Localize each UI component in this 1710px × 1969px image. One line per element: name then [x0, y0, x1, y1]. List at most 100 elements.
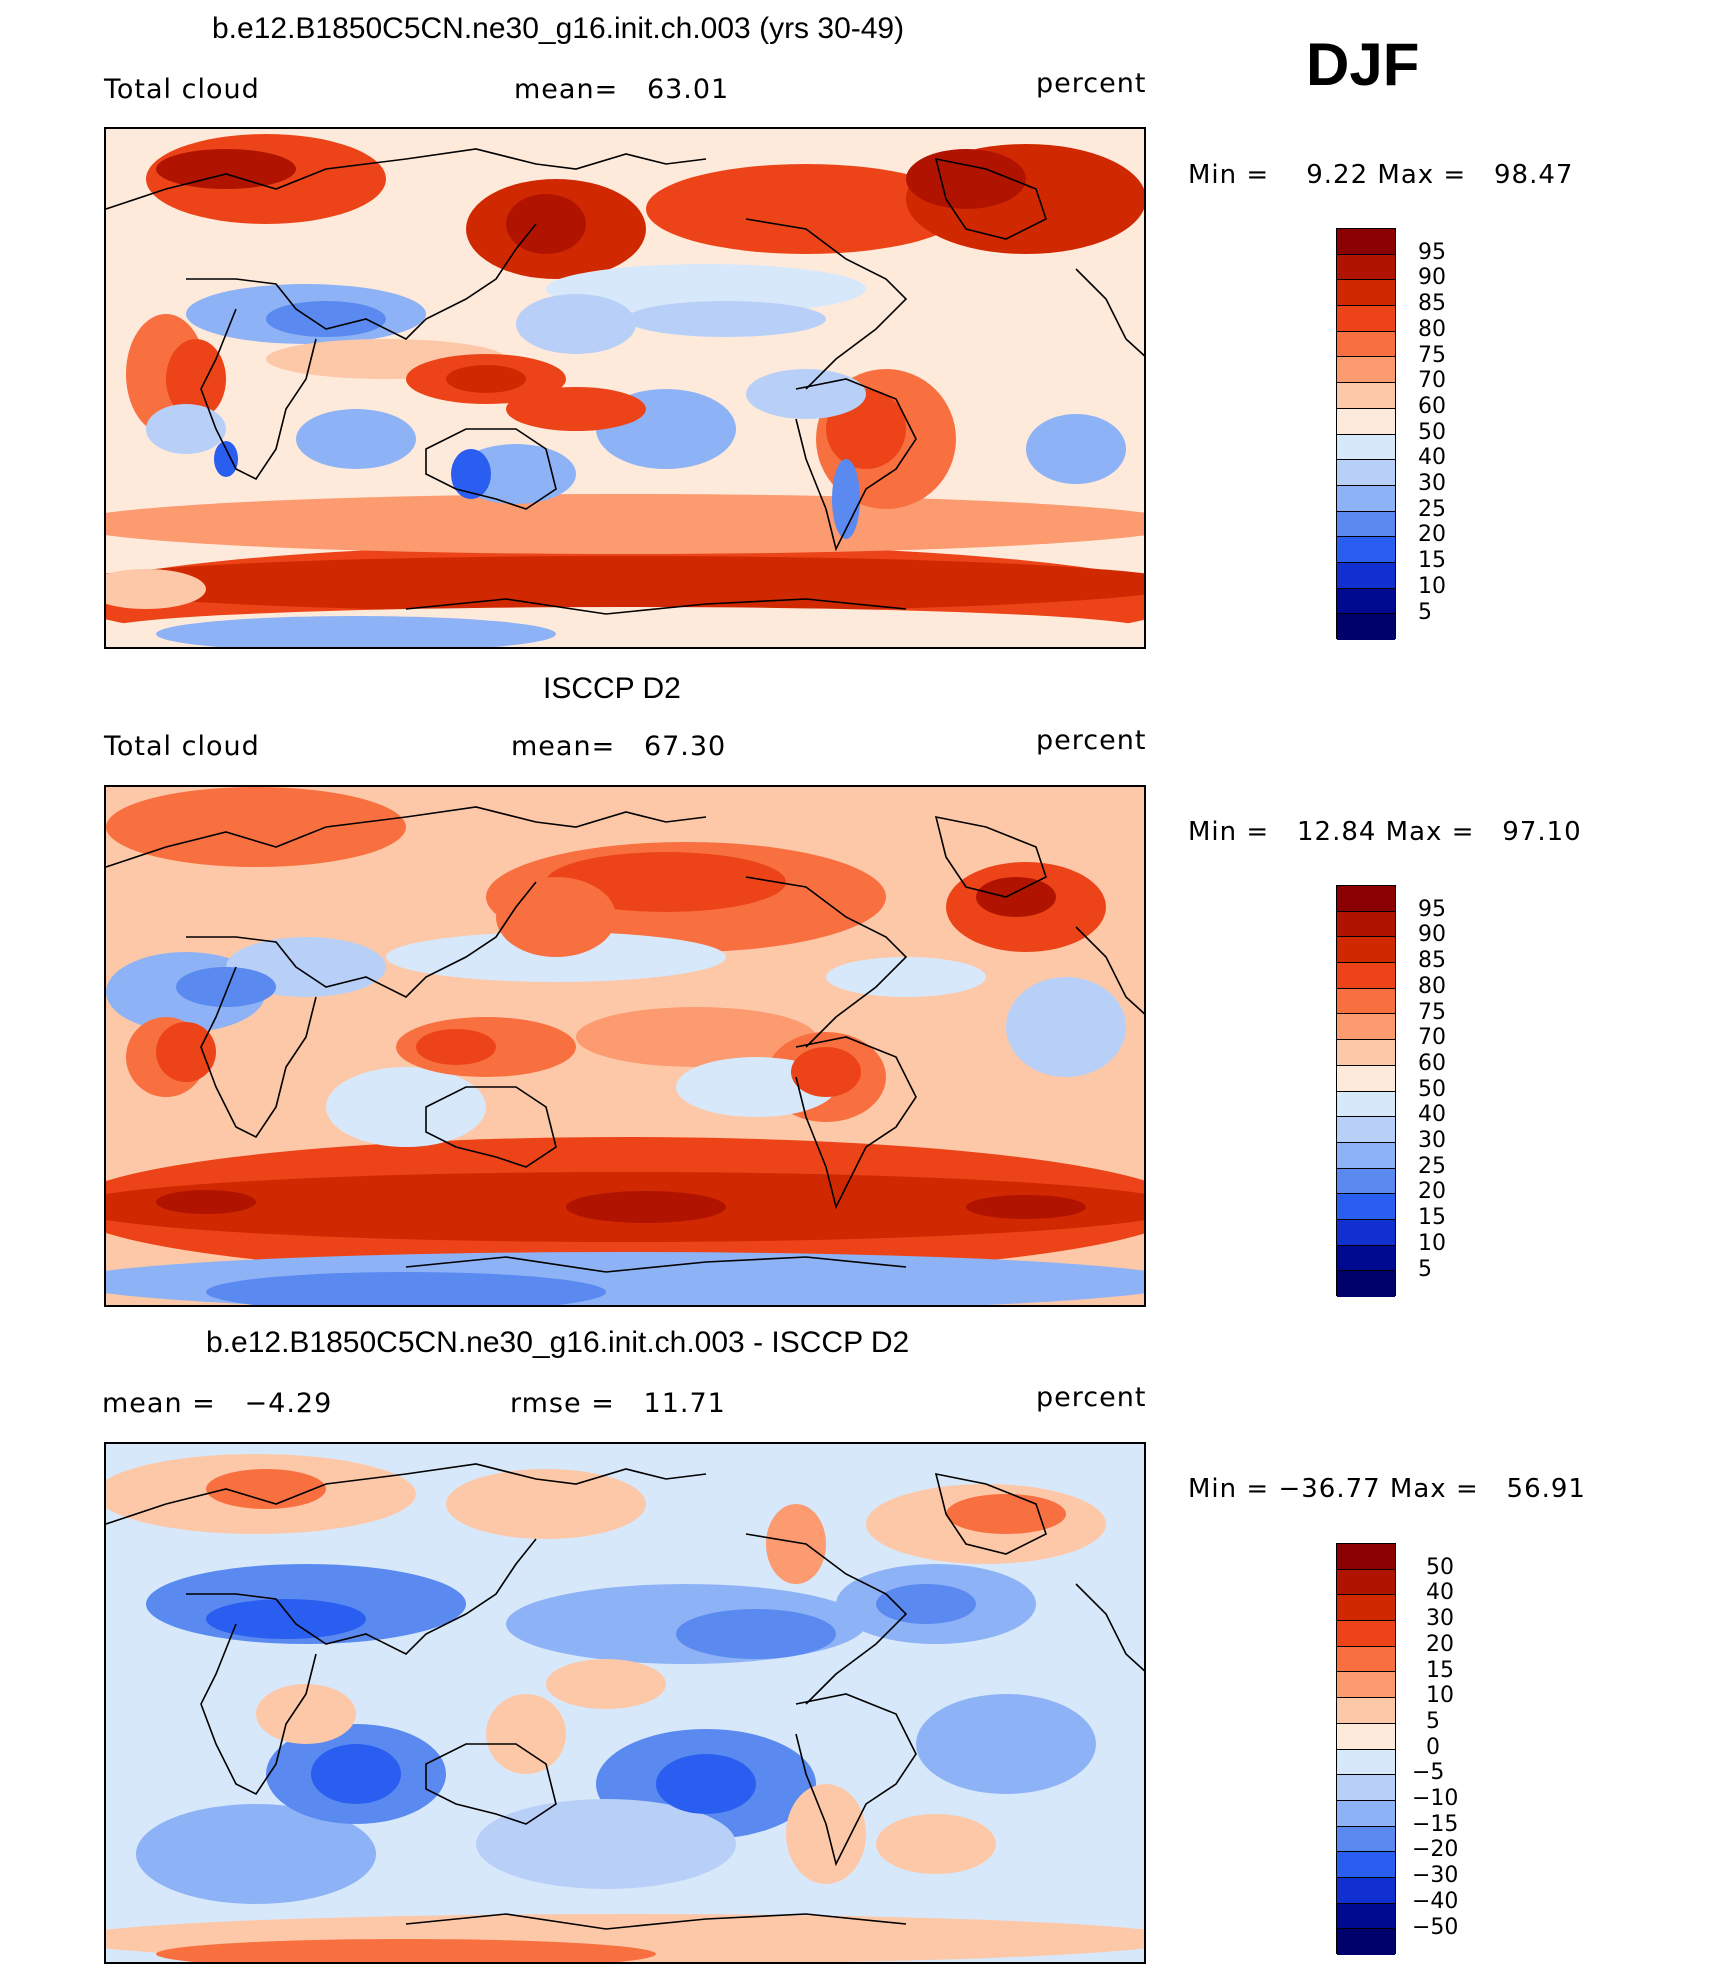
coastline	[934, 157, 1047, 240]
contour-region	[1006, 977, 1126, 1077]
colorbar-tick-label: 85	[1418, 291, 1446, 317]
season-label: DJF	[1306, 31, 1420, 98]
colorbar-swatch	[1337, 1569, 1395, 1596]
colorbar-swatch	[1337, 1219, 1395, 1246]
coastline	[200, 308, 317, 481]
contour-region	[766, 1504, 826, 1584]
colorbar-tick-label: 60	[1418, 1050, 1446, 1076]
colorbar-tick-label: 75	[1418, 342, 1446, 368]
colorbar-swatch	[1337, 1775, 1395, 1801]
colorbar-swatch	[1337, 886, 1395, 912]
colorbar	[1336, 1543, 1396, 1955]
contour-region	[676, 1609, 836, 1659]
colorbar-tick-label: 15	[1418, 548, 1446, 574]
contour-region	[266, 301, 386, 337]
contour-region	[166, 339, 226, 419]
colorbar-tick-label: 95	[1418, 239, 1446, 265]
contour-region	[546, 1659, 666, 1709]
colorbar-tick-label: 25	[1418, 496, 1446, 522]
map-svg	[106, 787, 1144, 1305]
colorbar-swatch	[1337, 306, 1395, 332]
contour-region	[476, 1799, 736, 1889]
colorbar-swatch	[1337, 1698, 1395, 1724]
colorbar-tick-label: 5	[1418, 1256, 1432, 1282]
colorbar-swatch	[1337, 1544, 1395, 1570]
coastline	[106, 1463, 707, 1525]
contour-region	[1026, 414, 1126, 484]
colorbar-tick-label: 85	[1418, 948, 1446, 974]
colorbar-swatch	[1337, 229, 1395, 255]
colorbar-swatch	[1337, 1929, 1395, 1955]
colorbar-tick-label: 40	[1418, 1102, 1446, 1128]
colorbar-swatch	[1337, 1800, 1395, 1827]
contour-region	[156, 616, 556, 647]
contour-region	[576, 1007, 816, 1067]
contour-region	[136, 1804, 376, 1904]
contour-region	[626, 301, 826, 337]
coastline	[405, 1256, 907, 1273]
colorbar-swatch	[1337, 562, 1395, 589]
contour-region	[516, 294, 636, 354]
variable-label: Total cloud	[104, 731, 260, 762]
coastline	[405, 1913, 907, 1930]
coastline	[934, 1472, 1047, 1555]
panel-title: b.e12.B1850C5CN.ne30_g16.init.ch.003 (yr…	[212, 12, 905, 45]
colorbar-swatch	[1337, 1168, 1395, 1195]
contour-region	[156, 1939, 656, 1962]
coastline	[186, 1538, 537, 1655]
contour-region	[486, 1694, 566, 1774]
colorbar-swatch	[1337, 1245, 1395, 1272]
colorbar-swatch	[1337, 280, 1395, 307]
coastline	[1075, 268, 1144, 357]
colorbar-tick-label: 70	[1418, 368, 1446, 394]
coastline	[1075, 926, 1144, 1015]
contour-region	[206, 1469, 326, 1509]
coastline	[200, 966, 317, 1139]
colorbar-swatch	[1337, 1040, 1395, 1066]
contour-region	[446, 365, 526, 393]
contour-region	[176, 967, 276, 1007]
colorbar-swatch	[1337, 1852, 1395, 1878]
colorbar-swatch	[1337, 1065, 1395, 1092]
map-model	[104, 127, 1146, 649]
colorbar-swatch	[1337, 1142, 1395, 1169]
colorbar-swatch	[1337, 588, 1395, 615]
coastline	[795, 1693, 917, 1867]
minmax-label: Min = 9.22 Max = 98.47	[1188, 160, 1574, 190]
contour-region	[746, 369, 866, 419]
colorbar-tick-label: −5	[1412, 1760, 1445, 1786]
contour-region	[206, 1599, 366, 1639]
contour-region	[876, 1584, 976, 1624]
contour-region	[416, 1029, 496, 1065]
coastline	[405, 598, 907, 615]
contour-region	[106, 787, 406, 867]
coastline	[186, 881, 537, 998]
contour-region	[791, 1047, 861, 1097]
mean-label: mean= 63.01	[514, 74, 730, 105]
contour-region	[646, 164, 966, 254]
colorbar-swatch	[1337, 254, 1395, 281]
contour-region	[506, 387, 646, 431]
colorbar-swatch	[1337, 911, 1395, 938]
coastline	[745, 1533, 908, 1705]
coastline	[425, 1743, 557, 1825]
contour-region	[906, 149, 1026, 209]
contour-region	[296, 409, 416, 469]
coastline	[745, 876, 908, 1048]
contour-region	[506, 194, 586, 254]
coastline	[795, 1036, 917, 1210]
coastline	[186, 223, 537, 340]
colorbar-tick-label: −30	[1412, 1863, 1459, 1889]
colorbar-tick-label: 30	[1418, 471, 1446, 496]
colorbar-swatch	[1337, 1749, 1395, 1776]
coastline	[745, 218, 908, 390]
contour-region	[206, 1272, 606, 1305]
colorbar-swatch	[1337, 1271, 1395, 1297]
colorbar-tick-label: 90	[1418, 922, 1446, 948]
colorbar-tick-label: 0	[1426, 1734, 1440, 1760]
colorbar-tick-label: −50	[1412, 1914, 1459, 1940]
colorbar-tick-label: 25	[1418, 1153, 1446, 1179]
colorbar-swatch	[1337, 460, 1395, 486]
colorbar-swatch	[1337, 357, 1395, 384]
units-label: percent	[1036, 68, 1147, 99]
